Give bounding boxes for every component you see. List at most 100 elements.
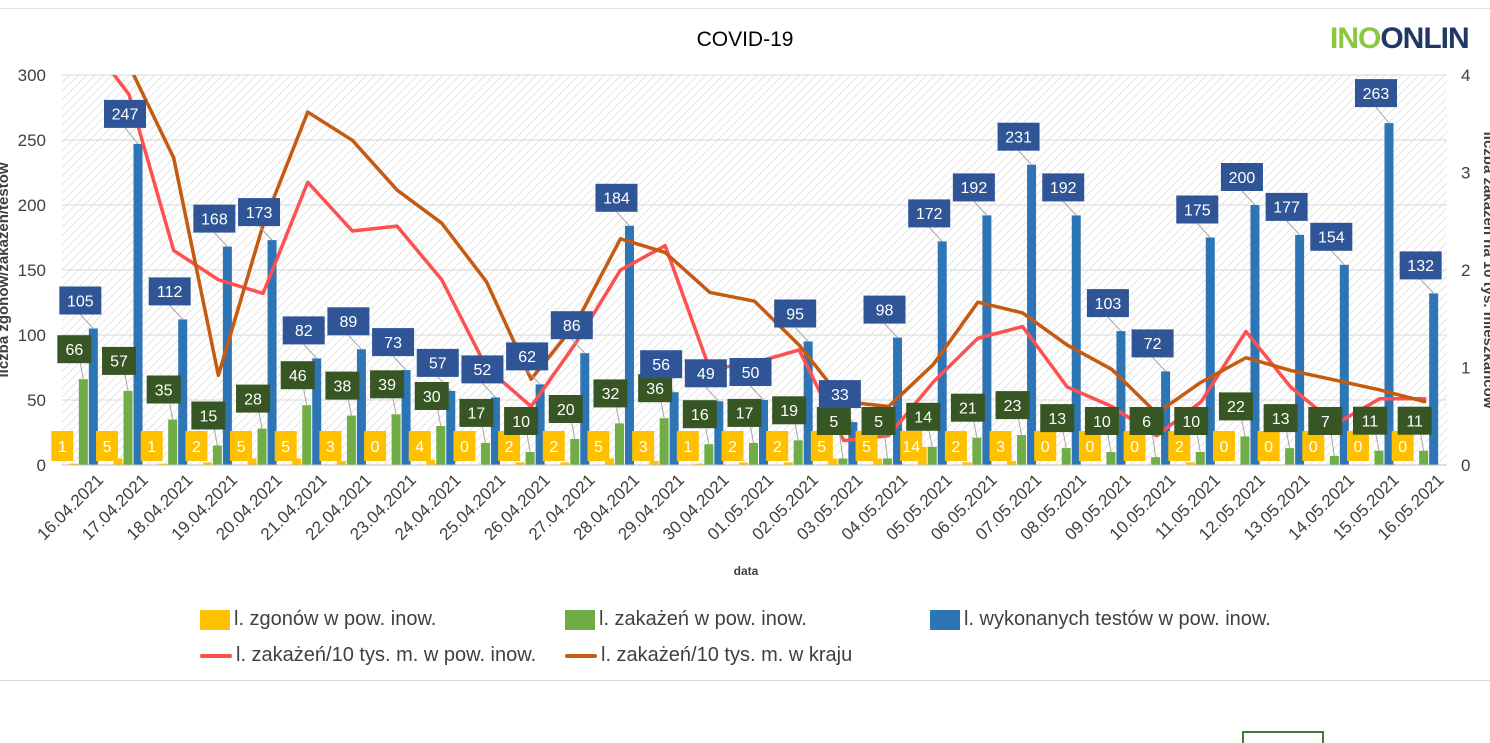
data-label-infections-text: 36	[646, 381, 664, 398]
data-label-tests-box	[1131, 329, 1174, 358]
data-label-deaths-text: 2	[192, 439, 201, 456]
leader-infections	[1330, 434, 1335, 456]
data-label-infections: 13	[1263, 404, 1298, 433]
corner-button[interactable]	[1242, 731, 1324, 743]
data-label-infections: 38	[325, 371, 360, 400]
data-label-infections: 21	[950, 393, 985, 422]
data-label-tests: 192	[1042, 173, 1085, 202]
chart-title: COVID-19	[697, 28, 794, 51]
data-label-deaths-text: 0	[1041, 439, 1050, 456]
leader-tests	[1286, 220, 1300, 236]
data-label-infections-text: 14	[914, 410, 932, 427]
leader-infections	[1152, 434, 1157, 458]
legend-label-infections: l. zakażeń w pow. inow.	[599, 608, 807, 630]
data-label-tests-box	[1265, 192, 1308, 221]
data-label-deaths: 5	[587, 431, 610, 461]
y-axis-label-left: liczba zgonów/zakażeń/testów	[0, 162, 12, 377]
data-label-deaths-text: 0	[1398, 439, 1407, 456]
data-label-tests: 184	[595, 183, 638, 212]
data-label-infections-text: 30	[423, 389, 441, 406]
bar-tests	[1116, 331, 1126, 465]
data-label-infections-text: 13	[1272, 411, 1290, 428]
bar-tests	[714, 401, 724, 465]
leader-tests	[1107, 316, 1122, 332]
data-label-deaths-text: 5	[237, 439, 246, 456]
data-label-infections-text: 5	[829, 414, 838, 431]
leader-infections	[884, 434, 889, 459]
data-label-deaths-box	[855, 431, 878, 461]
data-label-tests: 62	[506, 342, 549, 371]
data-label-deaths-text: 2	[505, 439, 514, 456]
bar-tests	[848, 422, 858, 465]
data-label-deaths: 4	[408, 431, 431, 461]
data-label-tests: 105	[59, 286, 102, 315]
data-label-deaths-box	[542, 431, 565, 461]
bar-tests	[356, 349, 366, 465]
data-label-deaths-box	[1123, 431, 1146, 461]
data-label-infections: 10	[1174, 407, 1209, 435]
leader-tests	[214, 232, 228, 247]
bar-infections	[1061, 448, 1071, 465]
bar-infections	[346, 415, 356, 465]
data-label-deaths-text: 0	[1085, 439, 1094, 456]
data-label-infections-text: 23	[1004, 398, 1022, 415]
data-label-infections-box	[504, 407, 539, 435]
data-label-deaths-text: 1	[58, 439, 67, 456]
data-label-infections-text: 20	[557, 402, 575, 419]
inoonline-logo[interactable]: INOONLIN	[1330, 22, 1470, 56]
data-label-infections-text: 5	[874, 414, 883, 431]
data-label-tests-box	[1310, 222, 1353, 251]
data-label-infections: 11	[1352, 406, 1387, 435]
data-label-deaths: 2	[1168, 431, 1191, 461]
data-label-tests-box	[416, 348, 459, 377]
data-label-deaths: 2	[498, 431, 521, 461]
data-label-tests-box	[997, 122, 1040, 151]
data-label-tests-text: 177	[1273, 200, 1300, 217]
data-label-deaths: 5	[230, 431, 253, 461]
data-label-tests-text: 72	[1144, 336, 1162, 353]
data-label-tests-text: 192	[961, 180, 988, 197]
bar-infections	[749, 442, 758, 465]
bar-infections	[525, 452, 535, 465]
data-label-tests-text: 112	[157, 284, 183, 301]
bar-deaths	[873, 458, 883, 465]
data-label-infections-box	[1352, 406, 1387, 435]
data-label-infections-box	[236, 384, 271, 413]
legend-label-tests: l. wykonanych testów w pow. inow.	[964, 608, 1271, 630]
data-label-deaths-box	[1391, 431, 1414, 461]
data-label-tests-box	[952, 173, 995, 202]
data-label-deaths: 5	[274, 431, 297, 461]
bar-tests	[490, 397, 500, 465]
data-label-infections-box	[1174, 407, 1209, 435]
data-label-deaths: 0	[1302, 431, 1325, 461]
data-label-deaths-box	[587, 431, 610, 461]
leader-infections	[571, 422, 576, 440]
leader-infections	[705, 428, 710, 445]
data-label-deaths-text: 0	[1219, 439, 1228, 456]
bar-tests	[1250, 205, 1260, 465]
bar-tests	[1384, 123, 1394, 465]
data-label-deaths: 2	[185, 431, 208, 461]
data-label-infections-box	[861, 407, 896, 435]
data-label-tests-text: 154	[1318, 230, 1345, 247]
bar-infections	[436, 426, 446, 465]
bar-deaths	[113, 458, 123, 465]
data-label-infections: 6	[1129, 407, 1164, 435]
data-label-tests-text: 56	[652, 357, 670, 374]
data-label-infections-text: 22	[1227, 399, 1245, 416]
data-label-infections-box	[57, 335, 92, 364]
bar-tests	[1071, 215, 1081, 465]
leader-tests	[169, 305, 184, 320]
data-label-tests-text: 98	[876, 302, 894, 319]
leader-infections	[79, 363, 84, 380]
leader-infections	[1062, 432, 1067, 449]
legend-label-rate-country: l. zakażeń/10 tys. m. w kraju	[601, 644, 853, 666]
bar-infections	[1240, 436, 1250, 465]
data-label-infections: 5	[861, 407, 896, 435]
data-label-infections: 22	[1218, 392, 1253, 421]
leader-tests	[794, 327, 809, 342]
bar-infections	[883, 458, 893, 465]
bar-tests	[669, 392, 679, 465]
leader-infections	[839, 434, 844, 459]
data-label-infections-text: 32	[602, 386, 620, 403]
